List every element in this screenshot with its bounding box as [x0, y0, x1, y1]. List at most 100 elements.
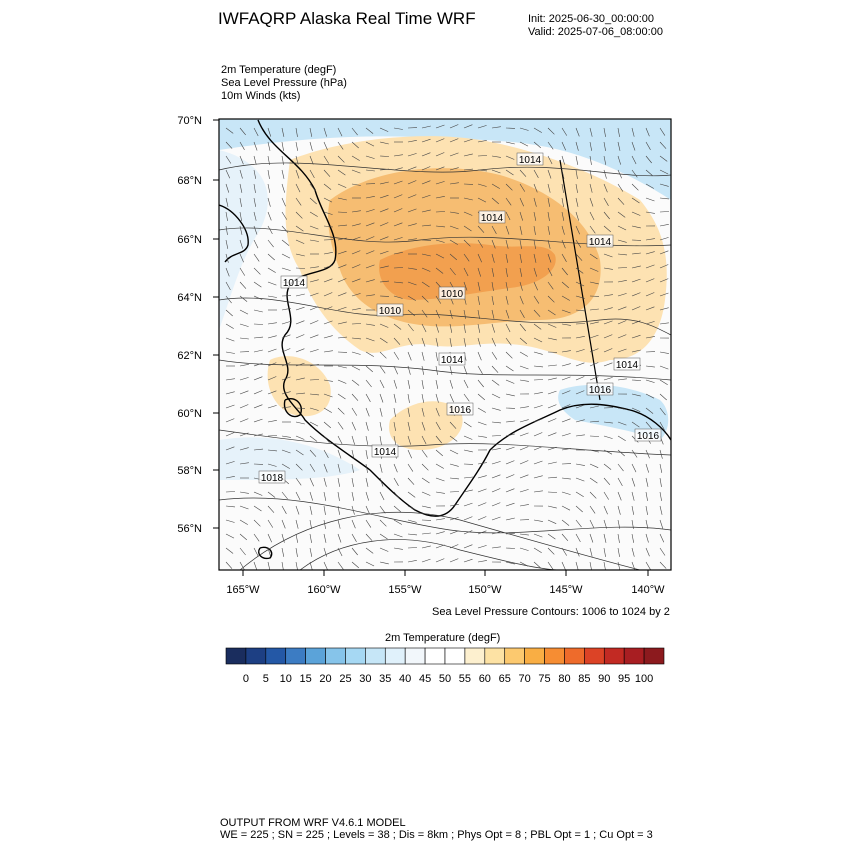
wind-barb: [421, 281, 430, 288]
wind-barb: [267, 169, 270, 179]
wind-barb: [337, 463, 341, 473]
wind-barb: [351, 435, 355, 445]
wind-barb: [645, 211, 655, 214]
wind-barb: [449, 365, 453, 375]
wind-barb: [309, 211, 318, 217]
wind-barb: [225, 391, 235, 395]
wind-barb: [463, 211, 473, 216]
wind-barb: [435, 365, 438, 375]
wind-barb: [323, 477, 327, 487]
wind-barb: [617, 491, 622, 501]
wind-barb: [225, 519, 235, 523]
wind-barb: [421, 224, 432, 227]
wind-barb: [323, 278, 333, 283]
wind-barb: [491, 126, 501, 129]
wind-barb: [281, 225, 289, 233]
wind-barb: [477, 393, 485, 401]
wind-barb: [351, 337, 362, 340]
wind-barb: [323, 252, 333, 255]
wind-barb: [239, 390, 249, 395]
wind-barb: [659, 264, 669, 269]
colorbar-label: 55: [458, 673, 472, 685]
fill-warm-southwest: [267, 356, 331, 417]
wind-barb: [659, 211, 670, 213]
wind-barb: [407, 477, 415, 485]
wind-barb: [323, 449, 329, 458]
wind-barb: [659, 547, 666, 556]
wind-barb: [519, 127, 529, 131]
wind-barb: [393, 505, 401, 513]
wind-barb: [351, 365, 361, 371]
wind-barb: [365, 449, 368, 459]
wind-barb: [393, 491, 400, 500]
wind-barb: [407, 449, 412, 459]
wind-barb: [323, 141, 328, 151]
wind-barb: [561, 404, 571, 409]
wind-barb: [547, 432, 557, 437]
wind-barb: [631, 463, 637, 473]
wind-barb: [645, 169, 653, 177]
wind-barb: [365, 477, 369, 487]
wind-barb: [575, 211, 579, 221]
wind-barb: [449, 504, 459, 507]
wind-barb: [267, 197, 271, 207]
wind-barb: [589, 405, 599, 409]
wind-barb: [309, 320, 319, 325]
wind-barb: [505, 183, 513, 191]
wind-barb: [533, 141, 541, 149]
wind-barb: [365, 407, 370, 417]
wind-barb: [617, 239, 627, 243]
wind-barb: [435, 337, 439, 347]
wind-barb: [295, 449, 304, 456]
wind-barb: [239, 211, 242, 221]
wind-barb: [589, 477, 598, 484]
wind-barb: [253, 336, 264, 339]
wind-barb: [491, 421, 502, 424]
wind-barb: [351, 491, 355, 501]
wind-barb: [463, 393, 470, 402]
wind-barb: [547, 183, 551, 193]
wind-barb: [295, 197, 302, 206]
wind-barb: [631, 320, 641, 325]
wind-barb: [365, 393, 371, 402]
wind-barb: [407, 267, 417, 270]
wind-barb: [337, 561, 344, 570]
wind-barb: [309, 197, 317, 205]
wind-barb: [645, 197, 655, 202]
wind-barb: [351, 561, 359, 569]
colorbar-swatch: [464, 647, 486, 665]
wind-barb: [547, 377, 557, 381]
wind-barb: [225, 323, 234, 329]
colorbar-swatch: [643, 647, 665, 665]
wind-barb: [477, 407, 486, 413]
wind-barb: [645, 463, 649, 473]
wind-barb: [365, 250, 375, 255]
wind-barb: [491, 225, 497, 234]
wind-barb: [631, 155, 637, 165]
pressure-label: 1014: [371, 444, 399, 458]
wind-barb: [421, 365, 424, 375]
wind-barb: [617, 407, 627, 410]
wind-barb: [491, 448, 501, 451]
wind-barb: [323, 407, 332, 413]
wind-barb: [225, 418, 235, 423]
wind-barb: [435, 477, 445, 482]
wind-barb: [407, 323, 414, 332]
wind-barb: [533, 475, 543, 479]
wind-barb: [449, 449, 459, 455]
wind-barb: [239, 377, 249, 381]
wind-barb: [393, 435, 397, 445]
wind-barb: [295, 211, 303, 219]
wind-barb: [533, 379, 544, 381]
wind-barb: [589, 267, 599, 272]
wind-barb: [561, 309, 571, 314]
wind-barb: [225, 155, 232, 164]
temperature-colorbar: [225, 647, 665, 665]
wind-barb: [435, 407, 440, 417]
wind-barb: [267, 390, 277, 395]
lat-label: 56°N: [177, 523, 202, 535]
wind-barb: [519, 474, 529, 479]
wind-barb: [295, 169, 300, 179]
wind-barb: [225, 547, 234, 554]
wind-barb: [379, 155, 390, 157]
